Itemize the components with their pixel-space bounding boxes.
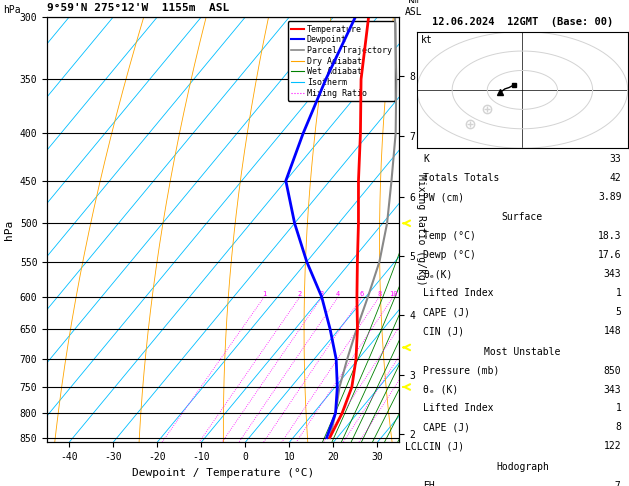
Text: 343: 343: [604, 384, 621, 395]
Text: LCL: LCL: [404, 442, 422, 452]
Y-axis label: hPa: hPa: [4, 220, 14, 240]
Text: Hodograph: Hodograph: [496, 462, 549, 472]
Text: 850: 850: [604, 365, 621, 376]
Text: 122: 122: [604, 441, 621, 451]
Text: 2: 2: [298, 291, 302, 297]
Y-axis label: Mixing Ratio (g/kg): Mixing Ratio (g/kg): [416, 174, 426, 285]
Text: EH: EH: [423, 481, 435, 486]
Text: Lifted Index: Lifted Index: [423, 403, 494, 414]
Text: 1: 1: [616, 403, 621, 414]
Text: 4: 4: [336, 291, 340, 297]
Text: -7: -7: [610, 481, 621, 486]
Text: PW (cm): PW (cm): [423, 192, 464, 202]
X-axis label: Dewpoint / Temperature (°C): Dewpoint / Temperature (°C): [132, 468, 314, 478]
Text: Lifted Index: Lifted Index: [423, 288, 494, 298]
Text: Temp (°C): Temp (°C): [423, 231, 476, 242]
Text: 17.6: 17.6: [598, 250, 621, 260]
Text: kt: kt: [421, 35, 433, 45]
Text: 10: 10: [389, 291, 398, 297]
Text: 5: 5: [616, 307, 621, 317]
Text: 33: 33: [610, 154, 621, 164]
Text: Totals Totals: Totals Totals: [423, 173, 499, 183]
Text: Pressure (mb): Pressure (mb): [423, 365, 499, 376]
Text: Surface: Surface: [502, 212, 543, 223]
Text: 8: 8: [377, 291, 381, 297]
Text: θₑ(K): θₑ(K): [423, 269, 453, 279]
Text: K: K: [423, 154, 429, 164]
Text: 3: 3: [320, 291, 324, 297]
Text: 3.89: 3.89: [598, 192, 621, 202]
Text: 42: 42: [610, 173, 621, 183]
Text: 6: 6: [360, 291, 364, 297]
Text: km
ASL: km ASL: [404, 0, 422, 17]
Text: CIN (J): CIN (J): [423, 326, 464, 336]
Text: 148: 148: [604, 326, 621, 336]
Text: Most Unstable: Most Unstable: [484, 347, 560, 357]
Text: 8: 8: [616, 422, 621, 433]
Text: Dewp (°C): Dewp (°C): [423, 250, 476, 260]
Text: hPa: hPa: [3, 4, 21, 15]
Text: 12.06.2024  12GMT  (Base: 00): 12.06.2024 12GMT (Base: 00): [431, 17, 613, 27]
Text: 9°59'N 275°12'W  1155m  ASL: 9°59'N 275°12'W 1155m ASL: [47, 3, 230, 13]
Text: CAPE (J): CAPE (J): [423, 422, 470, 433]
Legend: Temperature, Dewpoint, Parcel Trajectory, Dry Adiabat, Wet Adiabat, Isotherm, Mi: Temperature, Dewpoint, Parcel Trajectory…: [287, 21, 395, 101]
Text: CAPE (J): CAPE (J): [423, 307, 470, 317]
Text: 1: 1: [616, 288, 621, 298]
Text: 343: 343: [604, 269, 621, 279]
Text: 1: 1: [262, 291, 266, 297]
Text: 18.3: 18.3: [598, 231, 621, 242]
Text: CIN (J): CIN (J): [423, 441, 464, 451]
Text: θₑ (K): θₑ (K): [423, 384, 459, 395]
